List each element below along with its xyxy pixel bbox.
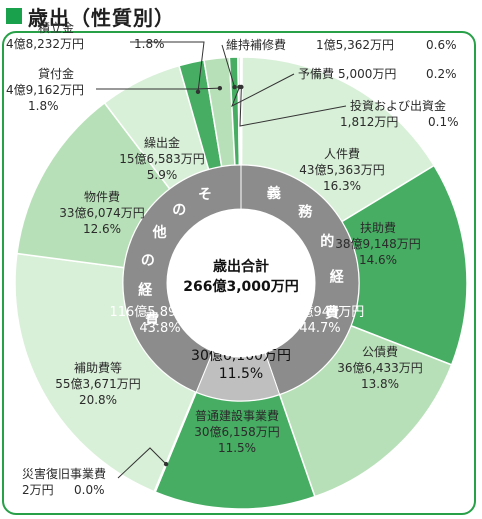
slice-4-label: 災害復旧事業費 2万円 0.0% (22, 466, 106, 497)
total-label: 歳出合計 (213, 258, 269, 275)
slice-1-amount: 38億9,148万円 (335, 237, 421, 251)
slice-9-leader-dot (217, 85, 223, 91)
group-2-name-char-0: そ (198, 187, 212, 203)
group-segment-0 (240, 164, 360, 396)
slice-10-label: 維持補修費 1億5,362万円 0.6% (226, 37, 457, 52)
slice-0-label: 人件費 43億5,363万円 16.3% (299, 146, 385, 193)
group-0-name-char-3: 経 (330, 268, 345, 285)
slice-12-leader-dot (239, 84, 244, 90)
slice-11-name: 予備費 (298, 66, 334, 81)
slice-12-name: 投資および出資金 (350, 98, 446, 113)
slice-2-label: 公債費 36億6,433万円 13.8% (337, 344, 423, 391)
group-0-name-char-1: 務 (298, 204, 313, 221)
slice-9-percent: 1.8% (28, 99, 59, 113)
slice-4-percent: 0.0% (74, 483, 105, 497)
slice-12-percent: 0.1% (428, 115, 459, 129)
slice-6-percent: 12.6% (83, 222, 121, 236)
slice-3-label: 普通建設事業費 30億6,158万円 11.5% (194, 408, 280, 455)
inner-ring (122, 164, 360, 402)
slice-9-leader (96, 87, 220, 90)
slice-4-leader (117, 447, 167, 479)
group-2-name-char-5: 費 (145, 311, 159, 328)
slice-9-label: 貸付金 4億9,162万円 1.8% (6, 66, 84, 113)
slice-7-amount: 15億6,583万円 (119, 152, 205, 166)
center-hole (167, 209, 315, 357)
slice-2-amount: 36億6,433万円 (337, 361, 423, 375)
slice-8-leader-dot (195, 89, 201, 94)
group-2-name-char-3: の (141, 253, 155, 269)
slice-3-name: 普通建設事業費 (195, 408, 279, 423)
leader-lines (96, 41, 347, 479)
slice-8-percent: 1.8% (134, 37, 165, 51)
slice-9-amount: 4億9,162万円 (6, 83, 84, 97)
slice-6-name: 物件費 (84, 189, 120, 204)
slice-3-percent: 11.5% (218, 441, 256, 455)
slice-5-label: 補助費等 55億3,671万円 20.8% (55, 360, 141, 407)
slice-10-percent: 0.6% (426, 38, 457, 52)
group-0-name-char-0: 義 (267, 185, 281, 202)
slice-6-label: 物件費 33億6,074万円 12.6% (59, 189, 145, 236)
slice-12-label: 投資および出資金 1,812万円 0.1% (340, 98, 459, 129)
slice-11-amount: 5,000万円 (338, 67, 396, 81)
chart-title-text: 歳出（性質別） (28, 5, 175, 30)
group-0-name-char-4: 費 (325, 305, 339, 322)
slice-11-leader (231, 73, 295, 108)
slice-labels: 人件費 43億5,363万円 16.3% 扶助費 38億9,148万円 14.6% 公債費 3… (6, 20, 459, 497)
slice-6-amount: 33億6,074万円 (59, 206, 145, 220)
group-0-name-char-2: 的 (320, 233, 334, 250)
slice-11-percent: 0.2% (426, 67, 457, 81)
slice-7-label: 繰出金 15億6,583万円 5.9% (119, 135, 205, 182)
slice-8-amount: 4億8,232万円 (6, 37, 84, 51)
slice-8-name: 積立金 (38, 20, 74, 35)
slice-1-name: 扶助費 (360, 220, 396, 235)
slice-1-label: 扶助費 38億9,148万円 14.6% (335, 220, 421, 267)
group-2-name-char-2: 他 (152, 224, 167, 241)
slice-1-percent: 14.6% (359, 253, 397, 267)
slice-0-name: 人件費 (324, 146, 360, 161)
slice-12-leader (239, 86, 347, 127)
slice-7-name: 繰出金 (144, 135, 180, 150)
slice-3-amount: 30億6,158万円 (194, 425, 280, 439)
slice-2-name: 公債費 (362, 344, 398, 359)
title-square-icon (6, 8, 22, 24)
chart-title: 歳出（性質別） (6, 3, 175, 30)
group-2-name-char-1: の (172, 202, 186, 218)
slice-10-amount: 1億5,362万円 (316, 38, 394, 52)
chart-frame (2, 31, 476, 515)
slice-12-amount: 1,812万円 (340, 115, 398, 129)
slice-4-leader-dot (163, 461, 169, 467)
slice-0-amount: 43億5,363万円 (299, 163, 385, 177)
slice-4-name: 災害復旧事業費 (22, 466, 106, 481)
slice-8-label: 積立金 4億8,232万円 1.8% (6, 20, 165, 51)
slice-5-name: 補助費等 (74, 360, 122, 375)
slice-11-label: 予備費 5,000万円 0.2% (298, 66, 457, 81)
slice-5-percent: 20.8% (79, 393, 117, 407)
slice-7-percent: 5.9% (147, 168, 178, 182)
total-value: 266億3,000万円 (183, 278, 299, 295)
slice-2-percent: 13.8% (361, 377, 399, 391)
slice-10-leader (221, 44, 236, 88)
slice-5-amount: 55億3,671万円 (55, 377, 141, 391)
slice-9-name: 貸付金 (38, 66, 74, 81)
group-2-name-char-4: 経 (138, 282, 153, 299)
slice-10-name: 維持補修費 (226, 37, 286, 52)
slice-10-leader-dot (232, 84, 237, 90)
slice-4-amount: 2万円 (22, 483, 54, 497)
slice-8-leader (130, 41, 205, 92)
slice-0-percent: 16.3% (323, 179, 361, 193)
